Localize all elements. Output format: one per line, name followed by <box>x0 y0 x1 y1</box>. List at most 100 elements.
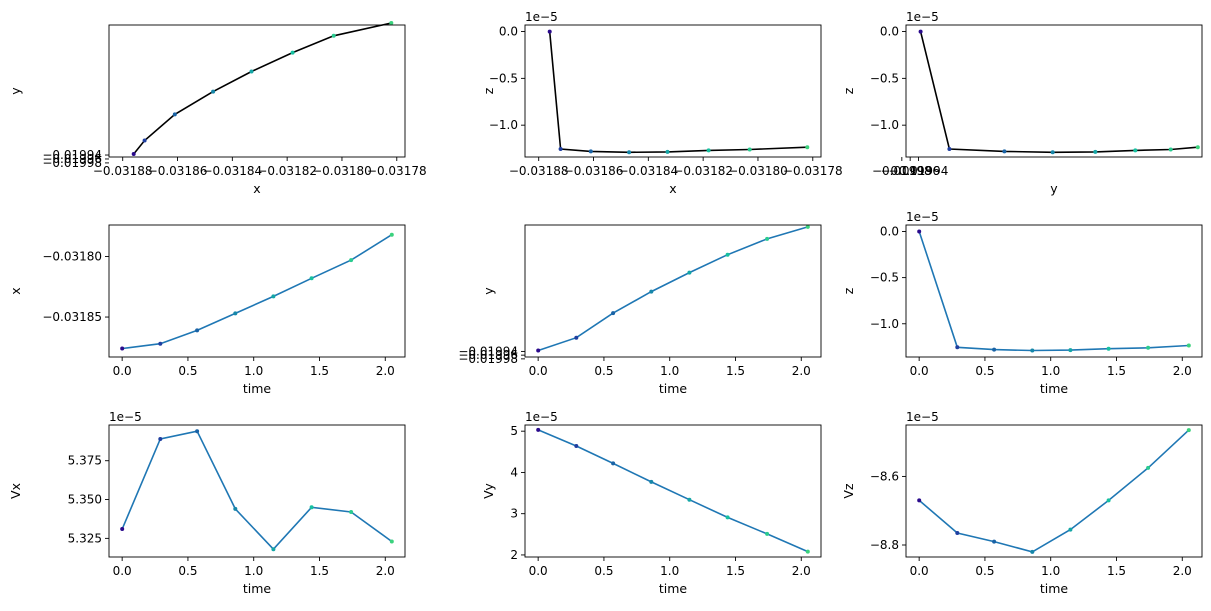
data-point <box>290 50 295 55</box>
x-tick-label: −0.03182 <box>673 164 733 178</box>
axes-frame <box>905 24 1203 158</box>
data-point <box>309 505 314 510</box>
data-point <box>918 29 923 34</box>
data-point <box>765 531 770 536</box>
x-tick-label: 1.5 <box>310 564 329 578</box>
x-tick-label: −0.03182 <box>257 164 317 178</box>
x-tick-label: −0.01998 <box>872 164 932 178</box>
y-tick-label: 5 <box>510 424 518 438</box>
x-tick-label: −0.03180 <box>312 164 372 178</box>
data-point <box>805 549 810 554</box>
y-tick-label: −0.01994 <box>458 344 518 358</box>
x-tick-label: 0.0 <box>529 564 548 578</box>
x-tick-label: 2.0 <box>376 364 395 378</box>
axes-frame <box>524 424 822 558</box>
x-tick-label: 1.0 <box>1041 564 1060 578</box>
data-point <box>687 497 692 502</box>
x-tick-label: 0.5 <box>178 364 197 378</box>
axes-frame <box>905 224 1203 358</box>
data-point <box>588 149 593 154</box>
data-point <box>389 21 394 25</box>
series-line <box>918 429 1190 553</box>
axis-offset-label: 1e−5 <box>525 10 558 24</box>
data-point <box>120 346 125 351</box>
x-tick-label: 0.0 <box>113 364 132 378</box>
x-tick-label: 0.0 <box>910 564 929 578</box>
y-axis-label: y <box>481 287 496 295</box>
data-point <box>195 429 200 434</box>
x-tick-label: 1.5 <box>726 364 745 378</box>
y-tick-label: 0.0 <box>499 25 518 39</box>
data-point <box>1146 465 1151 470</box>
data-point <box>558 147 563 151</box>
data-point <box>331 33 336 38</box>
data-point <box>1133 148 1138 153</box>
axis-offset-label: 1e−5 <box>109 410 142 424</box>
y-axis-label: z <box>481 87 496 94</box>
x-tick-label: 1.0 <box>660 364 679 378</box>
data-point <box>131 152 136 156</box>
x-axis-label: time <box>243 381 272 396</box>
data-point <box>725 515 730 520</box>
x-tick-label: 0.5 <box>594 564 613 578</box>
x-tick-label: −0.03178 <box>783 164 843 178</box>
y-tick-label: −8.8 <box>870 538 899 552</box>
data-point <box>627 150 632 155</box>
data-point <box>1168 147 1173 152</box>
y-tick-label: −0.03185 <box>42 310 102 324</box>
x-axis-label: time <box>659 381 688 396</box>
data-point <box>1002 149 1007 154</box>
data-point <box>1050 150 1055 155</box>
y-tick-label: −1.0 <box>489 118 518 132</box>
x-tick-label: −0.03180 <box>728 164 788 178</box>
data-point <box>992 539 997 544</box>
data-point <box>349 258 354 263</box>
x-tick-label: −0.03184 <box>618 164 678 178</box>
data-point <box>805 224 810 229</box>
x-tick-label: 1.0 <box>1041 364 1060 378</box>
axis-offset-label: 1e−5 <box>906 210 939 224</box>
subplot-3: −0.01998−0.01996−0.01994 −1.0 −0.5 0.0 y z 1e−… <box>841 10 1203 196</box>
y-tick-label: 5.350 <box>68 493 102 507</box>
y-tick-label: −0.01998 <box>458 352 518 366</box>
x-tick-label: 1.5 <box>726 564 745 578</box>
series-line <box>919 31 1198 154</box>
subplot-7: 0.0 0.5 1.0 1.5 2.0 5.325 5.350 5.375 time Vx 1e−5 <box>8 410 406 596</box>
y-tick-label: −1.0 <box>870 317 899 331</box>
y-tick-label: −0.5 <box>870 271 899 285</box>
x-tick-label: −0.03188 <box>93 164 153 178</box>
data-point <box>158 437 163 441</box>
data-point <box>195 328 200 333</box>
data-point <box>955 531 960 535</box>
y-axis-label: Vy <box>481 483 496 499</box>
subplot-9: 0.0 0.5 1.0 1.5 2.0 −8.8 −8.6 time Vz 1e−5 <box>841 410 1203 596</box>
data-point <box>389 539 394 544</box>
x-tick-label: 2.0 <box>792 564 811 578</box>
data-point <box>687 270 692 275</box>
data-point <box>574 335 579 340</box>
y-tick-label: −8.6 <box>870 469 899 483</box>
data-point <box>349 510 354 514</box>
axes-frame <box>905 424 1203 558</box>
data-point <box>1030 348 1035 353</box>
data-point <box>309 276 314 281</box>
axis-offset-label: 1e−5 <box>906 10 939 24</box>
data-point <box>547 29 552 34</box>
data-point <box>649 289 654 294</box>
axes-frame <box>108 24 406 158</box>
x-tick-label: −0.03186 <box>564 164 624 178</box>
axes-frame <box>108 424 406 558</box>
x-tick-label: −0.01994 <box>889 164 949 178</box>
data-point <box>536 348 541 353</box>
x-tick-label: 1.5 <box>1107 564 1126 578</box>
data-point <box>574 444 579 448</box>
x-axis-label: y <box>1050 181 1058 196</box>
data-point <box>805 145 810 150</box>
x-tick-label: 2.0 <box>376 564 395 578</box>
y-tick-label: −0.01994 <box>42 148 102 162</box>
y-tick-label: 5.375 <box>68 454 102 468</box>
y-axis-label: x <box>8 287 23 294</box>
x-axis-label: time <box>659 581 688 596</box>
data-point <box>1068 527 1073 532</box>
data-point <box>1093 149 1098 154</box>
